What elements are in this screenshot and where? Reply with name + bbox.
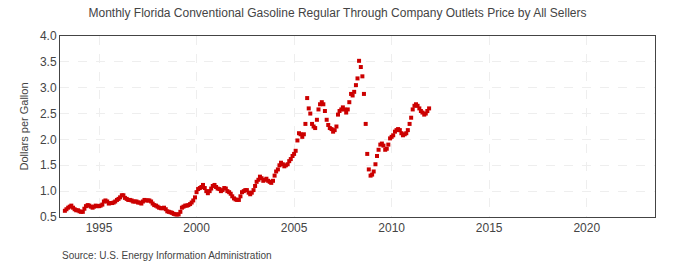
svg-text:3.5: 3.5 bbox=[40, 55, 57, 69]
svg-text:Monthly Florida Conventional G: Monthly Florida Conventional Gasoline Re… bbox=[88, 6, 586, 20]
svg-text:0.5: 0.5 bbox=[40, 210, 57, 224]
svg-text:2000: 2000 bbox=[183, 221, 210, 235]
svg-text:2020: 2020 bbox=[573, 221, 600, 235]
svg-text:1.0: 1.0 bbox=[40, 184, 57, 198]
svg-text:3.0: 3.0 bbox=[40, 81, 57, 95]
svg-text:2.5: 2.5 bbox=[40, 107, 57, 121]
svg-text:1995: 1995 bbox=[86, 221, 113, 235]
svg-text:1.5: 1.5 bbox=[40, 158, 57, 172]
svg-text:2.0: 2.0 bbox=[40, 133, 57, 147]
svg-text:Dollars per Gallon: Dollars per Gallon bbox=[18, 82, 30, 170]
svg-text:2005: 2005 bbox=[281, 221, 308, 235]
svg-text:4.0: 4.0 bbox=[40, 29, 57, 43]
svg-text:Source: U.S. Energy Informatio: Source: U.S. Energy Information Administ… bbox=[62, 250, 272, 261]
svg-text:2010: 2010 bbox=[378, 221, 405, 235]
svg-text:2015: 2015 bbox=[476, 221, 503, 235]
